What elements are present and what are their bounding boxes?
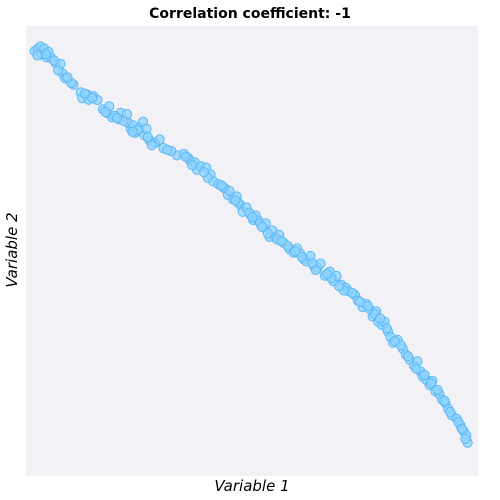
data-point: [363, 302, 372, 311]
data-point: [181, 152, 190, 161]
data-point: [348, 288, 357, 297]
data-point: [335, 282, 344, 291]
data-point: [231, 196, 240, 205]
data-point: [199, 168, 208, 177]
data-point: [420, 370, 429, 379]
data-point: [412, 364, 421, 373]
data-point: [101, 107, 110, 116]
data-point: [128, 127, 137, 136]
data-point: [390, 336, 399, 345]
data-point: [382, 324, 391, 333]
data-point: [163, 145, 172, 154]
data-point: [277, 237, 286, 246]
data-point: [376, 314, 385, 323]
data-point: [112, 113, 121, 122]
data-point: [291, 247, 300, 256]
data-point: [80, 89, 89, 98]
data-point: [433, 385, 442, 394]
data-point: [440, 396, 449, 405]
data-point: [63, 73, 72, 82]
data-point: [461, 434, 470, 443]
data-point: [41, 50, 50, 59]
data-point: [248, 213, 257, 222]
data-point: [323, 269, 332, 278]
data-point: [217, 181, 226, 190]
data-point: [308, 259, 317, 268]
data-point: [155, 135, 164, 144]
data-point: [54, 66, 63, 75]
data-point: [33, 51, 42, 60]
data-point: [188, 161, 197, 170]
x-axis-label: Variable 1: [26, 477, 478, 495]
data-point: [49, 56, 58, 65]
data-point: [457, 424, 466, 433]
data-point: [403, 352, 412, 361]
data-point: [446, 407, 455, 416]
data-point: [143, 132, 152, 141]
data-point: [263, 229, 272, 238]
y-axis-label: Variable 2: [3, 212, 21, 287]
